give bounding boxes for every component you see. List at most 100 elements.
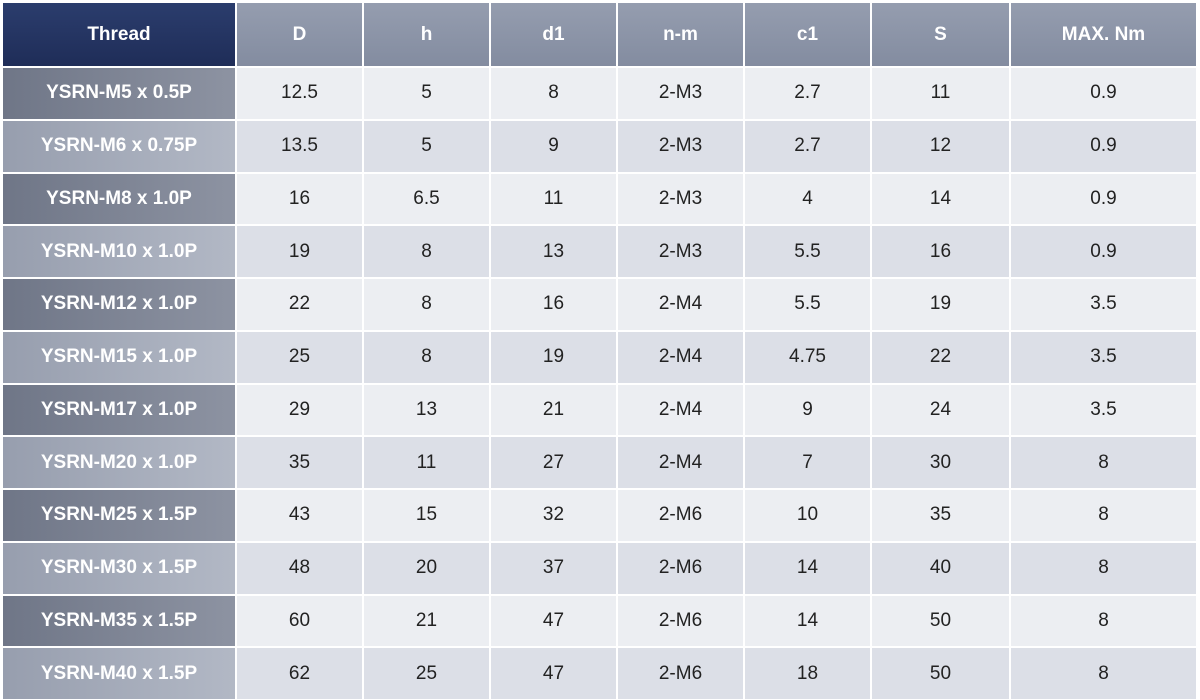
column-header: MAX. Nm xyxy=(1011,3,1196,66)
data-cell: 50 xyxy=(872,595,1009,647)
data-cell: 21 xyxy=(364,595,489,647)
data-cell: 19 xyxy=(237,226,362,277)
data-cell: 4.75 xyxy=(745,331,870,383)
data-cell: 48 xyxy=(237,542,362,594)
data-cell: 18 xyxy=(745,648,870,699)
data-cell: 50 xyxy=(872,648,1009,699)
data-cell: 8 xyxy=(1011,437,1196,488)
column-header: D xyxy=(237,3,362,66)
data-cell: 2-M4 xyxy=(618,384,743,436)
thread-cell: YSRN-M15 x 1.0P xyxy=(3,331,235,383)
data-cell: 20 xyxy=(364,542,489,594)
data-cell: 2-M3 xyxy=(618,173,743,225)
data-cell: 12 xyxy=(872,120,1009,172)
column-header: Thread xyxy=(3,3,235,66)
data-cell: 2.7 xyxy=(745,68,870,119)
data-cell: 5 xyxy=(364,120,489,172)
data-cell: 37 xyxy=(491,542,616,594)
thread-cell: YSRN-M17 x 1.0P xyxy=(3,384,235,436)
thread-cell: YSRN-M8 x 1.0P xyxy=(3,173,235,225)
data-cell: 0.9 xyxy=(1011,173,1196,225)
data-cell: 16 xyxy=(237,173,362,225)
data-cell: 2-M3 xyxy=(618,226,743,277)
data-cell: 14 xyxy=(872,173,1009,225)
data-cell: 4 xyxy=(745,173,870,225)
data-cell: 12.5 xyxy=(237,68,362,119)
data-cell: 8 xyxy=(364,279,489,330)
data-cell: 2-M4 xyxy=(618,437,743,488)
data-cell: 13 xyxy=(491,226,616,277)
data-cell: 14 xyxy=(745,595,870,647)
data-cell: 5.5 xyxy=(745,226,870,277)
data-cell: 14 xyxy=(745,542,870,594)
data-cell: 22 xyxy=(872,331,1009,383)
data-cell: 9 xyxy=(491,120,616,172)
data-cell: 47 xyxy=(491,648,616,699)
data-cell: 16 xyxy=(491,279,616,330)
column-header: c1 xyxy=(745,3,870,66)
data-cell: 2-M6 xyxy=(618,542,743,594)
data-cell: 11 xyxy=(872,68,1009,119)
data-cell: 22 xyxy=(237,279,362,330)
data-cell: 8 xyxy=(1011,648,1196,699)
data-cell: 47 xyxy=(491,595,616,647)
data-cell: 2.7 xyxy=(745,120,870,172)
data-cell: 35 xyxy=(872,490,1009,541)
data-cell: 29 xyxy=(237,384,362,436)
column-header: d1 xyxy=(491,3,616,66)
data-cell: 11 xyxy=(364,437,489,488)
thread-cell: YSRN-M5 x 0.5P xyxy=(3,68,235,119)
data-cell: 40 xyxy=(872,542,1009,594)
data-cell: 62 xyxy=(237,648,362,699)
data-cell: 8 xyxy=(364,331,489,383)
thread-cell: YSRN-M35 x 1.5P xyxy=(3,595,235,647)
thread-cell: YSRN-M25 x 1.5P xyxy=(3,490,235,541)
data-cell: 0.9 xyxy=(1011,120,1196,172)
data-cell: 24 xyxy=(872,384,1009,436)
data-cell: 10 xyxy=(745,490,870,541)
data-cell: 5 xyxy=(364,68,489,119)
data-cell: 15 xyxy=(364,490,489,541)
column-header: S xyxy=(872,3,1009,66)
data-cell: 16 xyxy=(872,226,1009,277)
data-cell: 3.5 xyxy=(1011,279,1196,330)
data-cell: 2-M3 xyxy=(618,68,743,119)
data-cell: 2-M6 xyxy=(618,595,743,647)
data-cell: 25 xyxy=(364,648,489,699)
data-cell: 8 xyxy=(1011,595,1196,647)
data-cell: 2-M4 xyxy=(618,279,743,330)
data-cell: 60 xyxy=(237,595,362,647)
data-cell: 8 xyxy=(1011,490,1196,541)
thread-cell: YSRN-M12 x 1.0P xyxy=(3,279,235,330)
column-header: n-m xyxy=(618,3,743,66)
data-cell: 35 xyxy=(237,437,362,488)
data-cell: 21 xyxy=(491,384,616,436)
data-cell: 2-M3 xyxy=(618,120,743,172)
data-cell: 6.5 xyxy=(364,173,489,225)
data-cell: 13 xyxy=(364,384,489,436)
data-cell: 0.9 xyxy=(1011,226,1196,277)
data-cell: 32 xyxy=(491,490,616,541)
data-cell: 8 xyxy=(364,226,489,277)
data-cell: 43 xyxy=(237,490,362,541)
data-cell: 3.5 xyxy=(1011,331,1196,383)
thread-cell: YSRN-M10 x 1.0P xyxy=(3,226,235,277)
data-cell: 8 xyxy=(491,68,616,119)
thread-cell: YSRN-M6 x 0.75P xyxy=(3,120,235,172)
thread-cell: YSRN-M20 x 1.0P xyxy=(3,437,235,488)
data-cell: 9 xyxy=(745,384,870,436)
data-cell: 27 xyxy=(491,437,616,488)
data-cell: 25 xyxy=(237,331,362,383)
data-cell: 2-M6 xyxy=(618,490,743,541)
data-cell: 0.9 xyxy=(1011,68,1196,119)
data-cell: 2-M4 xyxy=(618,331,743,383)
data-cell: 3.5 xyxy=(1011,384,1196,436)
data-cell: 8 xyxy=(1011,542,1196,594)
thread-cell: YSRN-M40 x 1.5P xyxy=(3,648,235,699)
data-cell: 19 xyxy=(872,279,1009,330)
data-cell: 2-M6 xyxy=(618,648,743,699)
data-cell: 19 xyxy=(491,331,616,383)
column-header: h xyxy=(364,3,489,66)
thread-cell: YSRN-M30 x 1.5P xyxy=(3,542,235,594)
